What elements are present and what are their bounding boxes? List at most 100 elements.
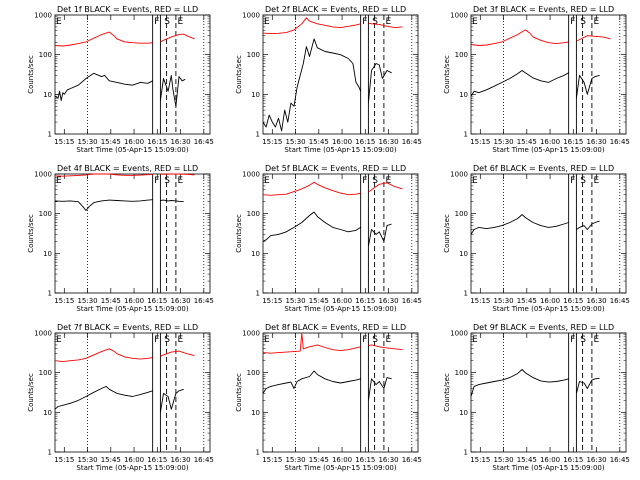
y-tick-label: 10 (251, 409, 260, 417)
marker-corner-E: E (56, 335, 62, 345)
marker-S: S (580, 17, 586, 27)
y-tick-label: 1000 (242, 12, 260, 20)
x-tick-label: 16:00 (540, 456, 560, 464)
series-black-events-line (470, 214, 569, 235)
y-tick-label: 100 (455, 210, 468, 218)
x-tick-label: 16:00 (124, 138, 144, 146)
series-red-lld-line (470, 29, 569, 46)
y-tick-label: 100 (39, 51, 52, 59)
series-red-lld-line (54, 173, 153, 177)
x-axis-label: Start Time (05-Apr-15 15:09:00) (76, 146, 188, 154)
x-axis-label: Start Time (05-Apr-15 15:09:00) (492, 305, 604, 313)
x-tick-label: 16:45 (402, 297, 422, 305)
marker-E: E (177, 335, 183, 345)
y-tick-label: 1 (256, 449, 260, 457)
y-tick-label: 1000 (34, 330, 52, 338)
plot-frame (470, 173, 627, 294)
x-tick-label: 15:15 (470, 297, 490, 305)
x-tick-label: 15:30 (77, 456, 97, 464)
plot-frame (54, 173, 211, 294)
series-black-events-line (367, 377, 392, 401)
y-tick-label: 1 (256, 290, 260, 298)
panel-title: Det 6f BLACK = Events, RED = LLD (473, 164, 614, 173)
series-black-events-line (367, 63, 392, 104)
y-axis-label: Counts/sec (235, 373, 243, 412)
y-tick-label: 10 (43, 91, 52, 99)
x-tick-label: 15:30 (77, 138, 97, 146)
y-tick-label: 10 (459, 250, 468, 258)
marker-F: F (362, 17, 367, 27)
x-tick-label: 15:45 (517, 456, 537, 464)
plot-frame (262, 332, 419, 453)
x-tick-label: 15:30 (493, 297, 513, 305)
marker-corner-E: E (264, 17, 270, 27)
x-tick-label: 16:15 (355, 138, 375, 146)
x-tick-label: 15:45 (517, 297, 537, 305)
x-tick-label: 16:15 (563, 297, 583, 305)
series-black-events-line (367, 223, 392, 247)
x-tick-label: 15:30 (285, 297, 305, 305)
panel-title: Det 5f BLACK = Events, RED = LLD (265, 164, 406, 173)
series-black-events-line (159, 74, 186, 107)
x-tick-label: 16:45 (610, 297, 630, 305)
x-tick-label: 15:45 (101, 138, 121, 146)
series-red-lld-line (368, 22, 403, 29)
y-axis-label: Counts/sec (443, 55, 451, 94)
series-red-lld-line (54, 348, 153, 363)
x-tick-label: 16:45 (194, 138, 214, 146)
x-tick-label: 16:30 (378, 297, 398, 305)
series-black-events-line (262, 370, 361, 394)
panel-5: Det 5f BLACK = Events, RED = LLD 1 10 100 10… (235, 164, 422, 313)
x-axis-label: Start Time (05-Apr-15 15:09:00) (284, 305, 396, 313)
series-red-lld-line (262, 332, 361, 354)
series-black-events-line (576, 220, 600, 230)
panel-3: Det 3f BLACK = Events, RED = LLD 1 10 100 10… (443, 5, 630, 154)
marker-S: S (164, 176, 170, 186)
x-tick-label: 15:30 (285, 138, 305, 146)
plot-frame (262, 173, 419, 294)
x-tick-label: 16:00 (332, 456, 352, 464)
x-tick-label: 16:15 (355, 456, 375, 464)
y-tick-label: 10 (43, 409, 52, 417)
y-tick-label: 100 (247, 210, 260, 218)
y-axis-label: Counts/sec (443, 373, 451, 412)
panel-9: Det 9f BLACK = Events, RED = LLD 1 10 100 10… (443, 323, 630, 472)
x-tick-label: 16:45 (402, 138, 422, 146)
x-tick-label: 16:15 (147, 456, 167, 464)
x-tick-label: 16:45 (194, 297, 214, 305)
y-tick-label: 1 (48, 449, 52, 457)
y-tick-label: 100 (247, 369, 260, 377)
marker-S: S (164, 17, 170, 27)
y-tick-label: 10 (459, 91, 468, 99)
x-axis-label: Start Time (05-Apr-15 15:09:00) (284, 146, 396, 154)
marker-E: E (385, 176, 391, 186)
series-red-lld-line (368, 182, 403, 193)
x-tick-label: 15:15 (470, 456, 490, 464)
panel-title: Det 9f BLACK = Events, RED = LLD (473, 323, 614, 332)
x-tick-label: 16:15 (147, 138, 167, 146)
x-tick-label: 16:15 (355, 297, 375, 305)
x-tick-label: 15:15 (54, 456, 74, 464)
panel-title: Det 2f BLACK = Events, RED = LLD (265, 5, 406, 14)
x-tick-label: 15:45 (309, 297, 329, 305)
marker-E: E (593, 17, 599, 27)
series-black-events-line (54, 385, 153, 410)
plot-frame (262, 14, 419, 135)
y-axis-label: Counts/sec (235, 214, 243, 253)
x-tick-label: 16:00 (124, 297, 144, 305)
series-red-lld-line (160, 33, 195, 43)
x-tick-label: 15:45 (309, 456, 329, 464)
marker-S: S (580, 176, 586, 186)
x-tick-label: 15:15 (262, 138, 282, 146)
y-axis-label: Counts/sec (443, 214, 451, 253)
panel-6: Det 6f BLACK = Events, RED = LLD 1 10 100 10… (443, 164, 630, 313)
y-tick-label: 10 (251, 250, 260, 258)
series-black-events-line (54, 199, 153, 211)
x-tick-label: 16:45 (610, 138, 630, 146)
y-tick-label: 1 (48, 131, 52, 139)
y-tick-label: 1000 (34, 171, 52, 179)
y-tick-label: 1000 (242, 330, 260, 338)
marker-S: S (372, 335, 378, 345)
x-tick-label: 16:00 (540, 297, 560, 305)
panel-title: Det 3f BLACK = Events, RED = LLD (473, 5, 614, 14)
